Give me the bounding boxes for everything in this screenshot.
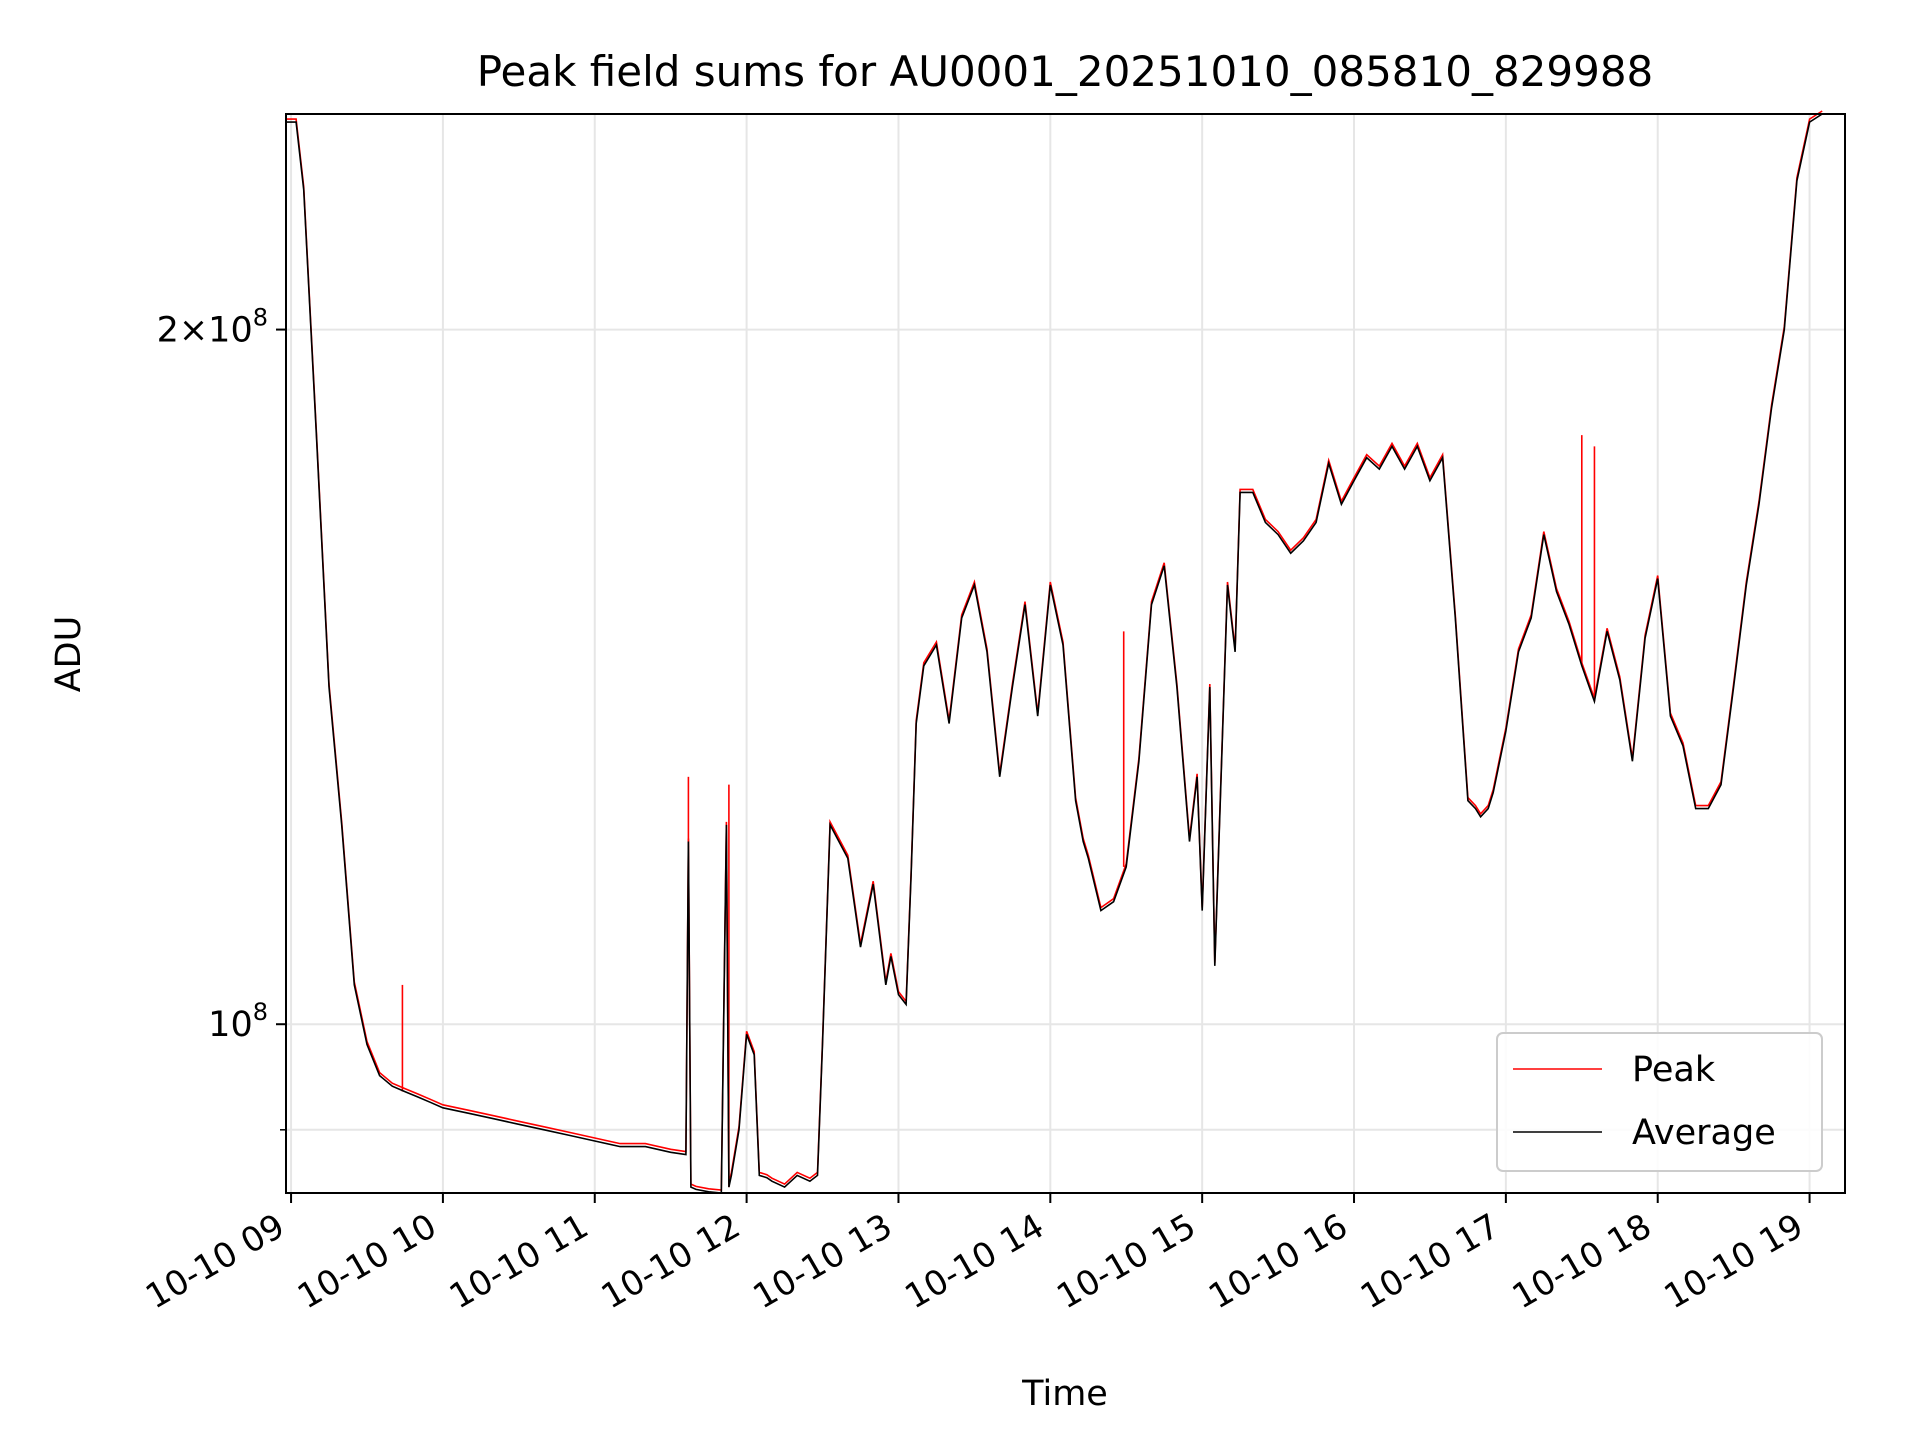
chart-title: Peak field sums for AU0001_20251010_0858…	[477, 47, 1654, 96]
x-tick-label: 10-10 14	[898, 1206, 1050, 1317]
x-tick-label: 10-10 12	[595, 1206, 747, 1317]
legend: Peak Average	[1496, 1032, 1823, 1172]
x-tick-label: 10-10 16	[1202, 1206, 1354, 1317]
x-tick-label: 10-10 09	[139, 1206, 291, 1317]
y-axis: 108 2×108	[157, 304, 286, 1131]
x-tick-label: 10-10 10	[291, 1206, 443, 1317]
x-tick-label: 10-10 15	[1050, 1206, 1202, 1317]
series-lines	[286, 110, 1823, 1194]
x-tick-label: 10-10 18	[1506, 1206, 1658, 1317]
x-tick-label: 10-10 19	[1658, 1206, 1810, 1317]
grid	[286, 114, 1845, 1193]
x-tick-label: 10-10 17	[1354, 1206, 1506, 1317]
x-axis: 10-10 09 10-10 10 10-10 11 10-10 12 10-10 13…	[139, 1193, 1811, 1317]
plot-frame	[285, 113, 1846, 1194]
y-axis-label: ADU	[49, 616, 89, 693]
peak-line	[286, 110, 1823, 1191]
x-tick-label: 10-10 13	[747, 1206, 899, 1317]
x-axis-label: Time	[1021, 1374, 1108, 1414]
legend-box	[1496, 1032, 1823, 1172]
legend-average-label: Average	[1632, 1113, 1776, 1153]
y-tick-label: 2×108	[157, 304, 268, 351]
legend-peak-label: Peak	[1632, 1050, 1716, 1090]
y-tick-label: 108	[208, 998, 268, 1045]
x-tick-label: 10-10 11	[443, 1206, 595, 1317]
average-line	[286, 113, 1823, 1194]
